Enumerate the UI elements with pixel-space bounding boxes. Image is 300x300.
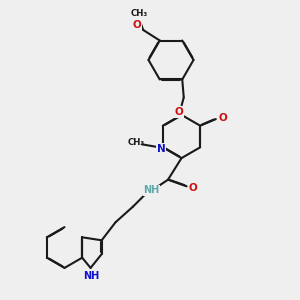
Text: NH: NH <box>83 271 99 281</box>
Text: O: O <box>189 183 198 193</box>
Text: NH: NH <box>143 185 160 195</box>
Text: O: O <box>132 20 141 30</box>
Text: N: N <box>157 144 166 154</box>
Text: O: O <box>175 107 184 117</box>
Text: O: O <box>218 112 227 123</box>
Text: CH₃: CH₃ <box>128 138 145 147</box>
Text: CH₃: CH₃ <box>131 9 148 18</box>
